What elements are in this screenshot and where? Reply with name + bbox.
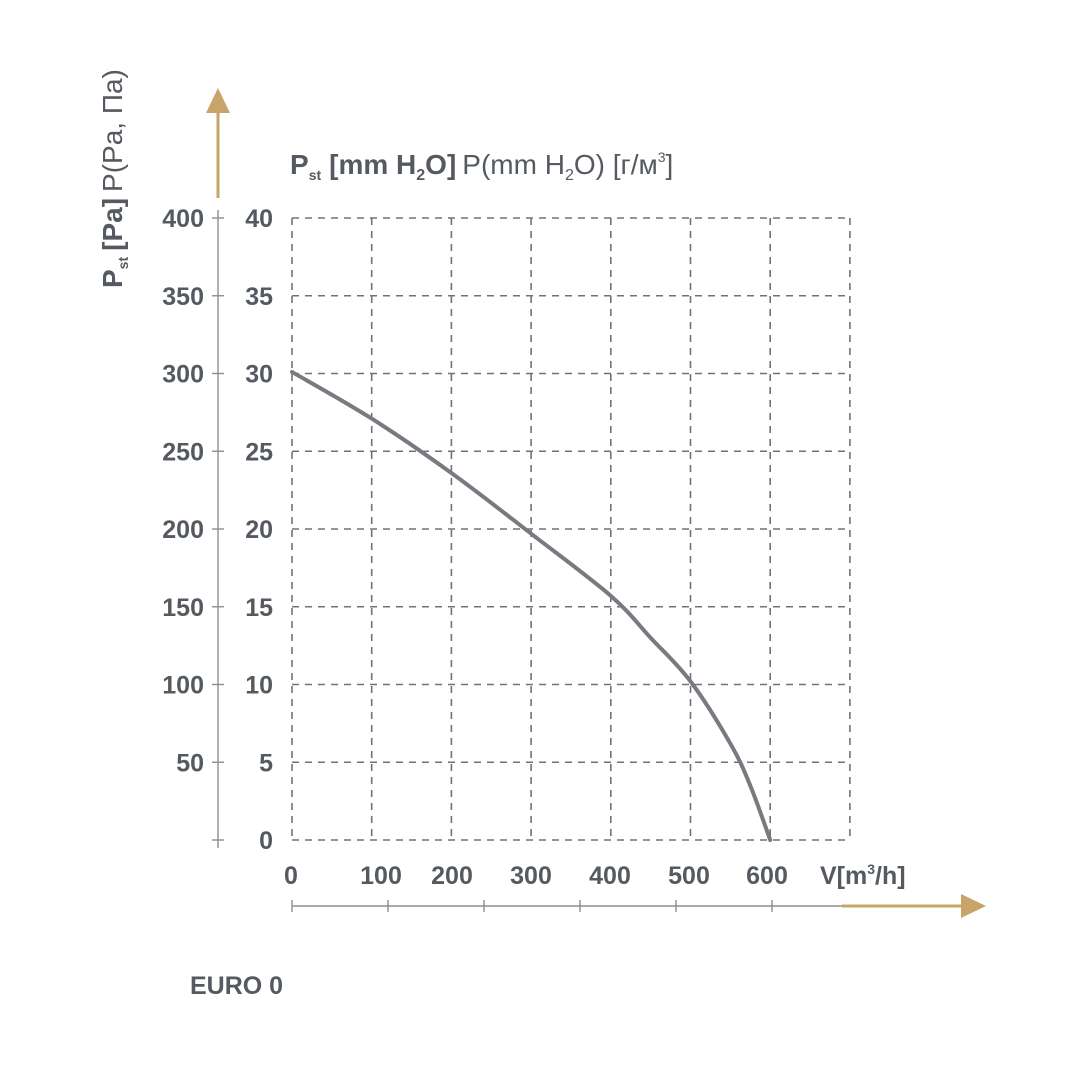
x-tick-label: 200 — [431, 862, 473, 890]
series-group — [290, 369, 773, 842]
x-tick-label: 500 — [668, 862, 710, 890]
model-label: EURO 0 — [190, 972, 283, 1000]
y-tick-label-mm: 20 — [245, 516, 273, 544]
y-tick-label-mm: 0 — [259, 827, 273, 855]
y-tick-label-pa: 300 — [162, 361, 204, 389]
chart-title: Pst [mm H2O] P(mm H2O) [г/м3] — [290, 149, 673, 184]
grid — [291, 217, 851, 841]
x-tick-label: 100 — [360, 862, 402, 890]
tick-labels: 4003503002502001501005040353025201510500… — [162, 205, 788, 890]
x-tick-label: 300 — [510, 862, 552, 890]
y-tick-label-pa: 400 — [162, 205, 204, 233]
y-tick-label-pa: 350 — [162, 283, 204, 311]
y-axis-label: Pst[Pa]P(Pa, Па) — [97, 69, 131, 288]
x-axis-label: V[m3/h] — [820, 861, 906, 890]
y-axis-arrow — [206, 88, 230, 198]
y-tick-label-mm: 10 — [245, 672, 273, 700]
y-tick-label-mm: 5 — [259, 749, 273, 777]
y-tick-label-pa: 100 — [162, 672, 204, 700]
y-tick-label-mm: 15 — [245, 594, 273, 622]
axes — [212, 210, 842, 912]
x-axis-arrow — [842, 894, 986, 918]
x-tick-label: 0 — [284, 862, 298, 890]
y-tick-label-pa: 50 — [176, 749, 204, 777]
y-tick-label-mm: 25 — [245, 438, 273, 466]
y-tick-label-mm: 30 — [245, 361, 273, 389]
y-tick-label-mm: 40 — [245, 205, 273, 233]
x-tick-label: 400 — [589, 862, 631, 890]
fan-curve-line — [290, 369, 773, 842]
x-tick-label: 600 — [746, 862, 788, 890]
y-tick-label-mm: 35 — [245, 283, 273, 311]
y-tick-label-pa: 250 — [162, 438, 204, 466]
y-tick-label-pa: 200 — [162, 516, 204, 544]
y-tick-label-pa: 150 — [162, 594, 204, 622]
